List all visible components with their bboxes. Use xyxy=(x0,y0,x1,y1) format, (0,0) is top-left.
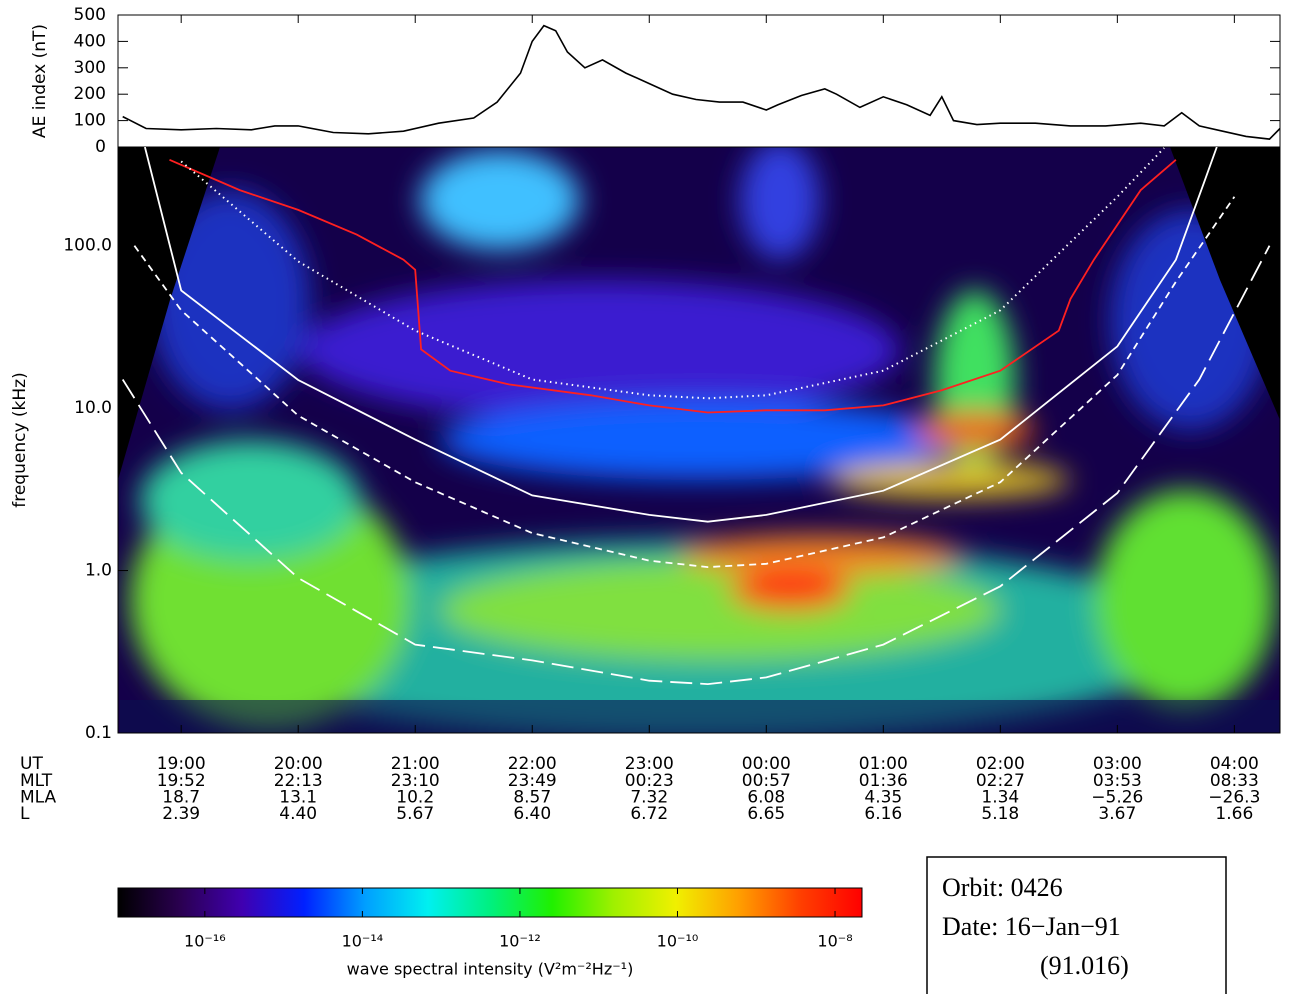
ephemeris-value: 5.18 xyxy=(981,804,1019,824)
y-tick-label: 300 xyxy=(74,58,106,78)
overlay-curves xyxy=(121,147,1271,686)
ephemeris-value: 6.40 xyxy=(513,804,551,824)
curve xyxy=(133,196,1236,569)
colorbar-tick-label: 10⁻¹² xyxy=(499,932,541,951)
freq-y-label: frequency (kHz) xyxy=(10,372,30,508)
ephemeris-value: 00:57 xyxy=(742,771,791,791)
colorbar-tick-label: 10⁻¹⁴ xyxy=(342,932,384,951)
y-tick-label: 200 xyxy=(74,84,106,104)
ephemeris-value: 8.57 xyxy=(513,788,551,808)
plot-frame xyxy=(117,14,1281,734)
ephemeris-value: 6.16 xyxy=(864,804,902,824)
colorbar-tick-label: 10⁻¹⁰ xyxy=(657,932,699,951)
ephemeris-value: 3.67 xyxy=(1098,804,1136,824)
ephemeris-value: 10.2 xyxy=(396,788,434,808)
row-label: L xyxy=(20,804,30,824)
ephemeris-value: 4.35 xyxy=(864,788,902,808)
ephemeris-value: 13.1 xyxy=(279,788,317,808)
day: (91.016) xyxy=(1040,951,1129,980)
y-tick-label: 0.1 xyxy=(85,723,112,743)
row-label: MLT xyxy=(20,771,53,791)
x-tick-label: 02:00 xyxy=(976,754,1025,774)
y-tick-label: 1.0 xyxy=(85,561,112,581)
row-label: MLA xyxy=(20,788,57,808)
curve xyxy=(180,147,1165,400)
orbit: Orbit: 0426 xyxy=(942,873,1063,902)
colorbar-label: wave spectral intensity (V²m⁻²Hz⁻¹) xyxy=(347,960,634,979)
date: Date: 16−Jan−91 xyxy=(942,912,1121,941)
ephemeris-value: 23:49 xyxy=(508,771,557,791)
ephemeris-value: 1.66 xyxy=(1215,804,1253,824)
ephemeris-value: 08:33 xyxy=(1210,771,1259,791)
ae-y-label: AE index (nT) xyxy=(30,24,50,138)
ae-line xyxy=(122,24,1281,140)
spectrogram-image xyxy=(118,147,1280,733)
ephemeris-value: 18.7 xyxy=(162,788,200,808)
y-tick-label: 500 xyxy=(74,5,106,25)
curve xyxy=(121,245,1271,686)
ephemeris-value: 00:23 xyxy=(625,771,674,791)
colorbar-tick-label: 10⁻¹⁶ xyxy=(184,932,226,951)
x-tick-label: 03:00 xyxy=(1093,754,1142,774)
ephemeris-value: 22:13 xyxy=(274,771,323,791)
ephemeris-value: 1.34 xyxy=(981,788,1019,808)
y-tick-label: 10.0 xyxy=(74,398,112,418)
ephemeris-value: 19:52 xyxy=(157,771,206,791)
ephemeris-value: −5.26 xyxy=(1091,788,1143,808)
curve xyxy=(169,158,1177,414)
ephemeris-value: 5.67 xyxy=(396,804,434,824)
ephemeris-value: 4.40 xyxy=(279,804,317,824)
ephemeris-value: 6.65 xyxy=(747,804,785,824)
ephemeris-value: 23:10 xyxy=(391,771,440,791)
x-tick-label: 20:00 xyxy=(274,754,323,774)
x-tick-label: 04:00 xyxy=(1210,754,1259,774)
y-tick-label: 100 xyxy=(74,111,106,131)
x-tick-label: 00:00 xyxy=(742,754,791,774)
y-tick-label: 400 xyxy=(74,31,106,51)
x-tick-label: 23:00 xyxy=(625,754,674,774)
ephemeris-value: 03:53 xyxy=(1093,771,1142,791)
x-tick-label: 01:00 xyxy=(859,754,908,774)
colorbar-tick-label: 10⁻⁸ xyxy=(817,932,852,951)
x-row-label: UT xyxy=(20,754,43,774)
ephemeris-value: 2.39 xyxy=(162,804,200,824)
ephemeris-value: 01:36 xyxy=(859,771,908,791)
y-tick-label: 0 xyxy=(95,137,106,157)
colorbar xyxy=(117,887,863,918)
x-tick-label: 21:00 xyxy=(391,754,440,774)
ephemeris-value: 02:27 xyxy=(976,771,1025,791)
ephemeris-value: 6.72 xyxy=(630,804,668,824)
x-tick-label: 22:00 xyxy=(508,754,557,774)
ephemeris-value: 6.08 xyxy=(747,788,785,808)
x-tick-label: 19:00 xyxy=(157,754,206,774)
info-box xyxy=(926,856,1227,994)
ephemeris-value: 7.32 xyxy=(630,788,668,808)
ephemeris-value: −26.3 xyxy=(1208,788,1260,808)
curve xyxy=(144,147,1218,523)
y-tick-label: 100.0 xyxy=(63,236,112,256)
